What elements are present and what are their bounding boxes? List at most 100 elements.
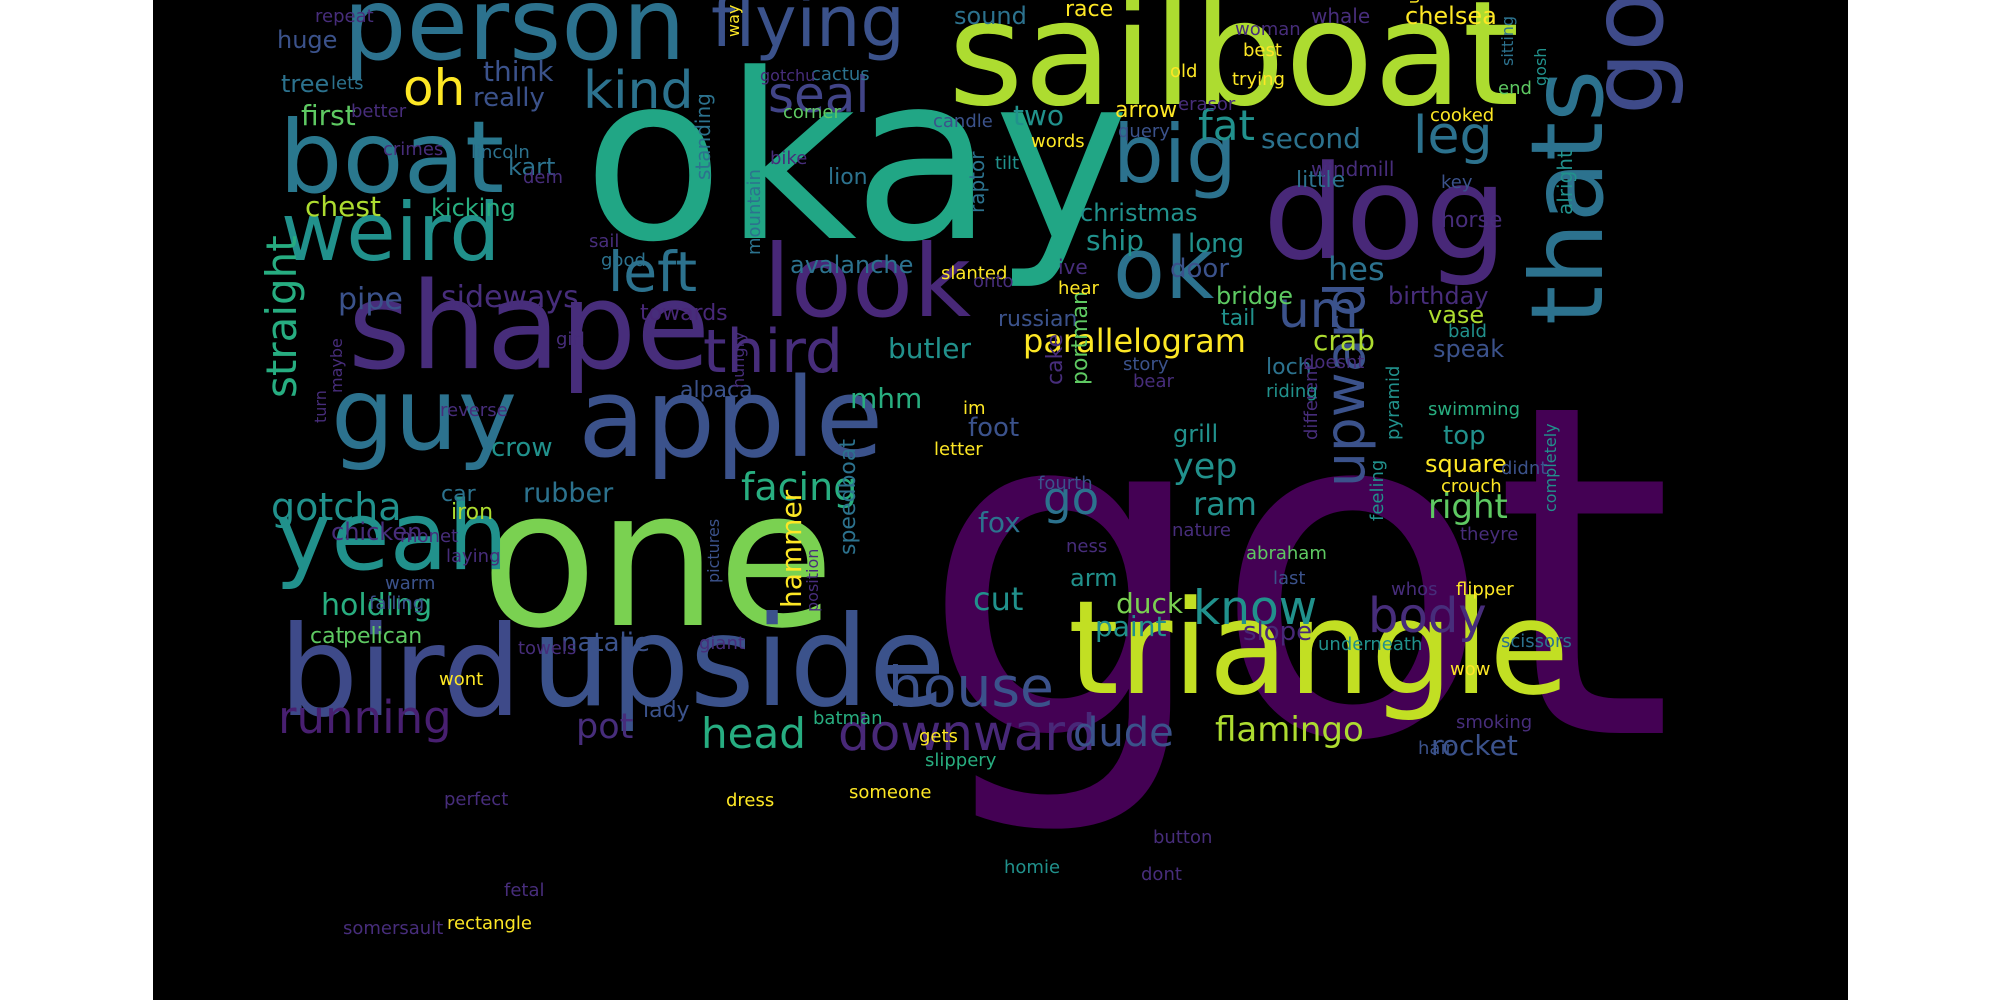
word-arrow: arrow: [1115, 98, 1178, 123]
word-didnt: didnt: [1501, 458, 1548, 479]
word-maybe: maybe: [327, 338, 346, 393]
word-pictures: pictures: [704, 518, 723, 583]
word-onto: onto: [973, 271, 1014, 292]
word-avalanche: avalanche: [790, 251, 914, 279]
word-first: first: [301, 99, 356, 132]
word-wow: wow: [1450, 659, 1491, 680]
word-flying: flying: [711, 0, 905, 63]
word-tail: tail: [1221, 306, 1256, 331]
word-hammer: hammer: [775, 489, 808, 608]
word-slope: slope: [1243, 617, 1313, 647]
word-kart: kart: [508, 153, 556, 181]
word-lincoln: lincoln: [471, 142, 530, 163]
word-swimming: swimming: [1428, 399, 1521, 420]
word-tilt: tilt: [995, 153, 1020, 174]
word-ship: ship: [1086, 224, 1144, 257]
word-cactus: cactus: [811, 64, 870, 85]
word-story: story: [1123, 354, 1169, 375]
word-rocket: rocket: [1431, 729, 1518, 762]
word-doesnt: doesnt: [1303, 352, 1365, 373]
word-mhm: mhm: [850, 382, 923, 415]
word-sailboat: sailboat: [948, 0, 1520, 139]
word-kind: kind: [583, 61, 694, 121]
word-going: going: [1569, 0, 1686, 115]
word-repeat: repeat: [315, 6, 374, 27]
word-button: button: [1153, 827, 1213, 848]
word-butler: butler: [888, 332, 972, 365]
word-left: left: [608, 240, 698, 304]
word-person: person: [343, 0, 686, 83]
word-perfect: perfect: [444, 789, 509, 810]
word-really: really: [473, 83, 545, 113]
word-sitting: sitting: [1498, 15, 1517, 66]
word-turn: turn: [311, 390, 330, 423]
word-corner: corner: [783, 102, 841, 123]
word-grill: grill: [1173, 420, 1219, 448]
word-riding: riding: [1266, 381, 1318, 402]
word-huge: huge: [277, 26, 338, 54]
word-gosh: gosh: [1531, 47, 1550, 86]
word-parallelogram: parallelogram: [1023, 322, 1246, 360]
word-crow: crow: [491, 433, 553, 463]
word-ung: ung: [1404, 0, 1423, 4]
word-yep: yep: [1173, 447, 1238, 487]
word-someone: someone: [849, 782, 932, 803]
word-portman: portman: [1068, 291, 1093, 385]
word-christmas: christmas: [1080, 199, 1198, 227]
word-standing: standing: [691, 93, 715, 180]
word-gotchu: gotchu: [760, 66, 816, 85]
word-way: way: [724, 4, 743, 37]
word-gets: gets: [919, 726, 958, 747]
word-natalie: natalie: [561, 628, 650, 658]
word-towards: towards: [640, 301, 728, 326]
word-okay: okay: [583, 26, 1130, 293]
word-gotcha: gotcha: [271, 485, 402, 529]
word-hes: hes: [1328, 250, 1385, 288]
word-underneath: underneath: [1318, 634, 1423, 655]
word-cloud: got okay one sailboat triangle upside dog shape…: [153, 0, 1848, 1000]
word-feeling: feeling: [1367, 459, 1388, 521]
word-alpaca: alpaca: [680, 378, 753, 403]
word-paint: paint: [1095, 610, 1167, 643]
word-downward: downward: [838, 704, 1096, 762]
word-lion: lion: [828, 165, 868, 190]
word-second: second: [1261, 122, 1361, 155]
word-position: position: [803, 548, 822, 612]
word-words: words: [1031, 131, 1085, 152]
word-yeah: yeah: [275, 482, 509, 592]
word-smoking: smoking: [1456, 712, 1533, 733]
word-boat: boat: [279, 99, 505, 216]
word-look: look: [763, 223, 972, 340]
word-fat: fat: [1198, 101, 1255, 150]
word-candle: candle: [933, 111, 993, 132]
word-pelican: pelican: [343, 624, 423, 649]
word-russian: russian: [998, 307, 1078, 332]
word-laying: laying: [446, 546, 501, 567]
word-hear: hear: [1058, 278, 1099, 299]
word-erasor: erasor: [1178, 94, 1236, 115]
word-speedboat: speedboat: [836, 439, 861, 555]
word-little: little: [1296, 168, 1346, 193]
word-trying: trying: [1232, 69, 1285, 90]
word-im: im: [963, 398, 986, 419]
word-two: two: [1013, 99, 1065, 132]
word-reverse: reverse: [440, 400, 508, 421]
word-windmill: windmill: [1311, 157, 1395, 181]
word-nature: nature: [1172, 520, 1231, 541]
word-arm: arm: [1070, 564, 1118, 592]
word-bald: bald: [1448, 321, 1487, 342]
word-know: know: [1193, 581, 1318, 636]
word-pot: pot: [576, 707, 634, 747]
word-crab: crab: [1313, 324, 1375, 357]
word-giant: giant: [699, 633, 745, 654]
word-key: key: [1441, 172, 1473, 193]
word-cooked: cooked: [1430, 105, 1495, 126]
word-slanted: slanted: [941, 263, 1008, 284]
word-bear: bear: [1133, 371, 1174, 392]
word-weird: weird: [281, 186, 501, 279]
word-chest: chest: [305, 190, 381, 223]
word-third: third: [703, 317, 843, 387]
word-sail: sail: [589, 231, 620, 252]
word-dress: dress: [726, 790, 775, 811]
word-dont: dont: [1141, 864, 1182, 885]
